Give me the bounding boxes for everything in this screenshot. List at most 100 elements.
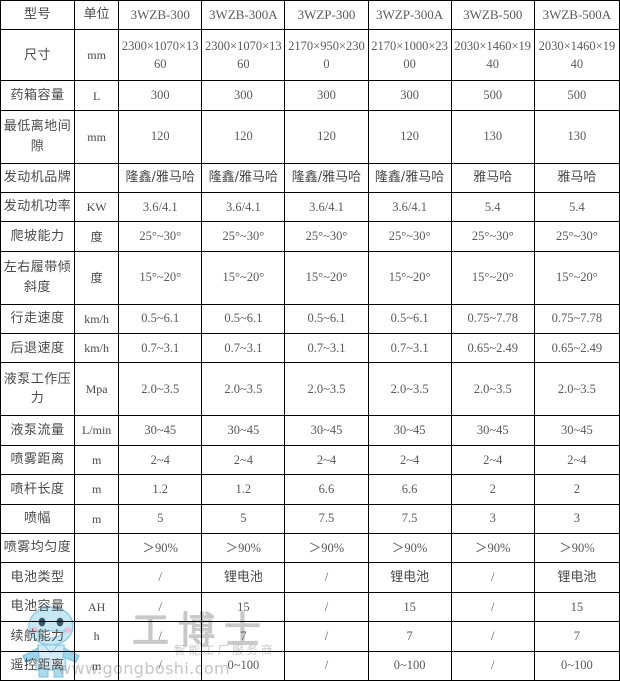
cell-value: 2.0~3.5 bbox=[284, 362, 369, 417]
cell-value: 锂电池 bbox=[367, 562, 452, 593]
cell-value: 25°~30° bbox=[367, 221, 452, 252]
cell-value: 120 bbox=[118, 109, 203, 164]
row-label: 喷幅 bbox=[0, 503, 76, 534]
row-label: 续航能力 bbox=[0, 621, 76, 652]
cell-value: 2300×1070×1360 bbox=[201, 29, 286, 82]
cell-value: 15°~20° bbox=[533, 250, 620, 305]
cell-value: 30~45 bbox=[201, 415, 286, 446]
cell-value: 300 bbox=[284, 80, 369, 111]
table-row: 最低离地间隙 mm 120 120 120 120 130 130 bbox=[0, 109, 620, 164]
cell-value: 2.0~3.5 bbox=[367, 362, 452, 417]
cell-value: 15 bbox=[533, 591, 620, 623]
row-unit: 度 bbox=[74, 221, 120, 252]
row-unit: L/min bbox=[74, 415, 120, 446]
cell-value: 2170×1000×2300 bbox=[367, 29, 452, 82]
row-unit: 度 bbox=[74, 250, 120, 305]
table-row: 电池类型 / 锂电池 / 锂电池 / 锂电池 bbox=[0, 562, 620, 593]
cell-value: / bbox=[118, 621, 203, 652]
cell-value: 30~45 bbox=[533, 415, 620, 446]
cell-value: 0.7~3.1 bbox=[367, 333, 452, 364]
cell-value: 6.6 bbox=[367, 474, 452, 505]
cell-value: 2 bbox=[533, 474, 620, 505]
cell-value: / bbox=[118, 650, 203, 681]
cell-value: 2030×1460×1940 bbox=[450, 29, 535, 82]
cell-value: 1.2 bbox=[118, 474, 203, 505]
row-label: 左右履带倾斜度 bbox=[0, 250, 76, 305]
cell-value: 25°~30° bbox=[533, 221, 620, 252]
cell-value: 1.2 bbox=[201, 474, 286, 505]
cell-value: 300 bbox=[201, 80, 286, 111]
cell-value: 2~4 bbox=[367, 444, 452, 476]
cell-value: 15°~20° bbox=[118, 250, 203, 305]
header-cell-m4: 3WZP-300A bbox=[367, 0, 452, 31]
cell-value: 25°~30° bbox=[450, 221, 535, 252]
row-label: 后退速度 bbox=[0, 333, 76, 364]
header-cell-unit: 单位 bbox=[74, 0, 120, 31]
header-cell-m3: 3WZP-300 bbox=[284, 0, 369, 31]
cell-value: 25°~30° bbox=[118, 221, 203, 252]
cell-value: 2~4 bbox=[118, 444, 203, 476]
cell-value: 5.4 bbox=[533, 192, 620, 223]
cell-value: 30~45 bbox=[284, 415, 369, 446]
header-cell-model: 型号 bbox=[0, 0, 76, 31]
cell-value: / bbox=[284, 591, 369, 623]
cell-value: 0.5~6.1 bbox=[118, 303, 203, 335]
cell-value: 7 bbox=[367, 621, 452, 652]
cell-value: 5 bbox=[201, 503, 286, 534]
row-unit bbox=[74, 162, 120, 194]
row-label: 尺寸 bbox=[0, 29, 76, 82]
cell-value: 7.5 bbox=[367, 503, 452, 534]
table-header-row: 型号 单位 3WZB-300 3WZB-300A 3WZP-300 3WZP-300A 3W… bbox=[0, 0, 620, 31]
table-row: 发动机功率 KW 3.6/4.1 3.6/4.1 3.6/4.1 3.6/4.1 5.4 5.… bbox=[0, 192, 620, 223]
cell-value: / bbox=[284, 562, 369, 593]
cell-value: 2300×1070×1360 bbox=[118, 29, 203, 82]
cell-value: 7 bbox=[533, 621, 620, 652]
cell-value: 2 bbox=[450, 474, 535, 505]
row-unit: m bbox=[74, 444, 120, 476]
row-label: 爬坡能力 bbox=[0, 221, 76, 252]
table-row: 药箱容量 L 300 300 300 300 500 500 bbox=[0, 80, 620, 111]
cell-value: 15°~20° bbox=[450, 250, 535, 305]
row-label: 喷杆长度 bbox=[0, 474, 76, 505]
cell-value: 6.6 bbox=[284, 474, 369, 505]
cell-value: 0.65~2.49 bbox=[450, 333, 535, 364]
cell-value: 隆鑫/雅马哈 bbox=[367, 162, 452, 194]
table-row: 液泵流量 L/min 30~45 30~45 30~45 30~45 30~45 30~45 bbox=[0, 415, 620, 446]
table-row: 尺寸 mm 2300×1070×1360 2300×1070×1360 2170×950… bbox=[0, 29, 620, 82]
cell-value: 0.5~6.1 bbox=[201, 303, 286, 335]
cell-value: 雅马哈 bbox=[533, 162, 620, 194]
cell-value: 3.6/4.1 bbox=[284, 192, 369, 223]
header-cell-m5: 3WZB-500 bbox=[450, 0, 535, 31]
cell-value: 0.75~7.78 bbox=[450, 303, 535, 335]
row-unit: mm bbox=[74, 29, 120, 82]
cell-value: 500 bbox=[533, 80, 620, 111]
header-cell-m6: 3WZB-500A bbox=[533, 0, 620, 31]
cell-value: / bbox=[450, 562, 535, 593]
table-row: 喷杆长度 m 1.2 1.2 6.6 6.6 2 2 bbox=[0, 474, 620, 505]
cell-value: 2170×950×2300 bbox=[284, 29, 369, 82]
row-unit: AH bbox=[74, 591, 120, 623]
cell-value: / bbox=[284, 650, 369, 681]
cell-value: 130 bbox=[533, 109, 620, 164]
table-row: 续航能力 h/7/7/7 bbox=[0, 621, 620, 652]
cell-value: 15 bbox=[201, 591, 286, 623]
header-cell-m1: 3WZB-300 bbox=[118, 0, 203, 31]
cell-value: 3.6/4.1 bbox=[118, 192, 203, 223]
cell-value: 25°~30° bbox=[201, 221, 286, 252]
cell-value: 5.4 bbox=[450, 192, 535, 223]
row-label: 发动机功率 bbox=[0, 192, 76, 223]
cell-value: 2030×1460×1940 bbox=[533, 29, 620, 82]
row-unit: L bbox=[74, 80, 120, 111]
row-unit: mm bbox=[74, 109, 120, 164]
row-label: 发动机品牌 bbox=[0, 162, 76, 194]
table-row: 液泵工作压力 Mpa 2.0~3.5 2.0~3.5 2.0~3.5 2.0~3.5 2.0… bbox=[0, 362, 620, 417]
cell-value: 30~45 bbox=[367, 415, 452, 446]
cell-value: 500 bbox=[450, 80, 535, 111]
cell-value: 30~45 bbox=[118, 415, 203, 446]
row-label: 行走速度 bbox=[0, 303, 76, 335]
cell-value: 2~4 bbox=[284, 444, 369, 476]
cell-value: 2.0~3.5 bbox=[450, 362, 535, 417]
row-unit: km/h bbox=[74, 303, 120, 335]
cell-value: 2~4 bbox=[201, 444, 286, 476]
